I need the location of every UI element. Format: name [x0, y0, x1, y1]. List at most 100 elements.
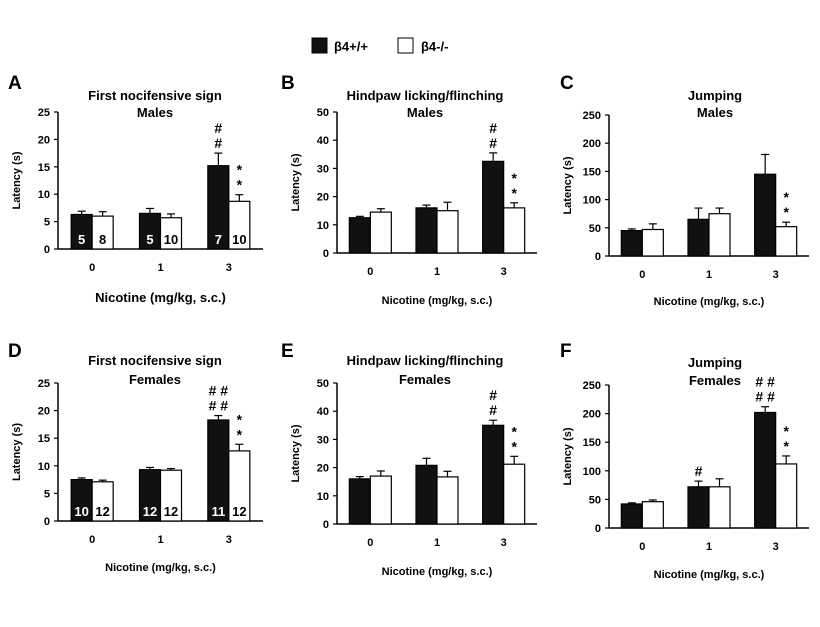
x-axis-label: Nicotine (mg/kg, s.c.) [654, 569, 765, 581]
n-label: 8 [99, 232, 106, 247]
y-tick-label: 20 [38, 406, 50, 418]
n-label: 7 [215, 232, 222, 247]
y-tick-label: 20 [38, 134, 50, 146]
panel-letter: E [281, 341, 294, 362]
x-axis-label: Nicotine (mg/kg, s.c.) [382, 566, 493, 578]
y-tick-label: 20 [317, 192, 329, 204]
bar-ko [708, 213, 731, 257]
y-tick-label: 25 [38, 378, 50, 390]
x-tick-label: 0 [89, 534, 95, 546]
y-tick-label: 25 [38, 107, 50, 119]
significance-mark: # [489, 135, 497, 151]
x-tick-label: 1 [706, 541, 712, 553]
panel-title: Hindpaw licking/flinching [347, 88, 504, 103]
bar-wt [620, 503, 643, 529]
bar-wt [348, 478, 371, 525]
x-tick-label: 0 [367, 537, 373, 549]
legend-label-ko: β4-/- [421, 39, 448, 54]
n-label: 10 [74, 504, 88, 519]
panel-subtitle: Females [689, 373, 741, 388]
significance-mark: # # [209, 398, 229, 414]
x-axis-label: Nicotine (mg/kg, s.c.) [382, 295, 493, 307]
y-tick-label: 30 [317, 434, 329, 446]
y-tick-label: 100 [583, 195, 601, 207]
y-tick-label: 150 [583, 166, 601, 178]
bar-wt [687, 486, 710, 529]
bar-ko [775, 226, 798, 257]
y-tick-label: 50 [317, 378, 329, 390]
bar-wt [415, 464, 438, 525]
panel-subtitle: Females [399, 372, 451, 387]
y-tick-label: 200 [583, 138, 601, 150]
bar-wt [415, 207, 438, 254]
panel-d: D First nocifensive signFemales0510152025… [8, 341, 263, 574]
y-axis-label: Latency (s) [562, 427, 574, 485]
significance-mark: # # [209, 383, 229, 399]
n-label: 12 [164, 504, 178, 519]
panel-title: Jumping [688, 88, 742, 103]
n-label: 12 [95, 504, 109, 519]
legend-swatch-wt [311, 37, 328, 54]
y-tick-label: 5 [44, 488, 50, 500]
significance-mark: # [695, 463, 703, 479]
x-tick-label: 3 [501, 266, 507, 278]
significance-mark: # [489, 387, 497, 403]
panel-e: E Hindpaw licking/flinchingFemales0102030… [281, 341, 537, 578]
significance-mark: * [783, 423, 789, 439]
x-tick-label: 1 [434, 266, 440, 278]
x-tick-label: 0 [639, 269, 645, 281]
x-tick-label: 0 [639, 541, 645, 553]
x-tick-label: 3 [501, 537, 507, 549]
y-tick-label: 0 [323, 519, 329, 531]
n-label: 10 [232, 232, 246, 247]
bar-ko [369, 211, 392, 254]
y-tick-label: 0 [44, 516, 50, 528]
legend-label-wt: β4+/+ [334, 39, 368, 54]
y-tick-label: 150 [583, 437, 601, 449]
x-tick-label: 1 [157, 262, 163, 274]
panel-letter: B [281, 73, 295, 94]
x-tick-label: 1 [434, 537, 440, 549]
panel-c: C Jumping Males 0 50 100 150 200 250 Latency (s) N… [560, 73, 809, 308]
y-tick-label: 15 [38, 162, 50, 174]
y-tick-label: 250 [583, 110, 601, 122]
y-tick-label: 250 [583, 380, 601, 392]
y-tick-label: 50 [317, 107, 329, 119]
panel-letter: F [560, 341, 572, 362]
bar-wt [620, 230, 643, 257]
significance-mark: # # [755, 374, 775, 390]
bar-wt [754, 411, 777, 529]
bar-ko [775, 463, 798, 529]
x-tick-label: 0 [89, 262, 95, 274]
bar-ko [641, 228, 664, 257]
panel-title: Jumping [688, 355, 742, 370]
bar-wt [687, 218, 710, 257]
significance-mark: * [237, 411, 243, 427]
significance-mark: # [214, 135, 222, 151]
bar-ko [503, 463, 526, 525]
x-tick-label: 0 [367, 266, 373, 278]
bar-ko [641, 501, 664, 529]
x-tick-label: 3 [226, 262, 232, 274]
significance-mark: # [489, 120, 497, 136]
y-tick-label: 20 [317, 463, 329, 475]
x-axis-label: Nicotine (mg/kg, s.c.) [654, 296, 765, 308]
panel-subtitle: Males [137, 105, 173, 120]
x-tick-label: 1 [157, 534, 163, 546]
n-label: 5 [78, 232, 85, 247]
significance-mark: * [511, 185, 517, 201]
significance-mark: * [783, 204, 789, 220]
bar-wt [754, 173, 777, 257]
bar-ko [369, 475, 392, 525]
n-label: 12 [143, 504, 157, 519]
bar-wt [482, 424, 505, 525]
significance-mark: * [783, 438, 789, 454]
legend: β4+/+ β4-/- [311, 37, 448, 54]
n-label: 5 [146, 232, 153, 247]
panel-letter: A [8, 73, 22, 94]
y-tick-label: 10 [38, 461, 50, 473]
panel-subtitle: Females [129, 372, 181, 387]
panel-letter: C [560, 73, 574, 94]
